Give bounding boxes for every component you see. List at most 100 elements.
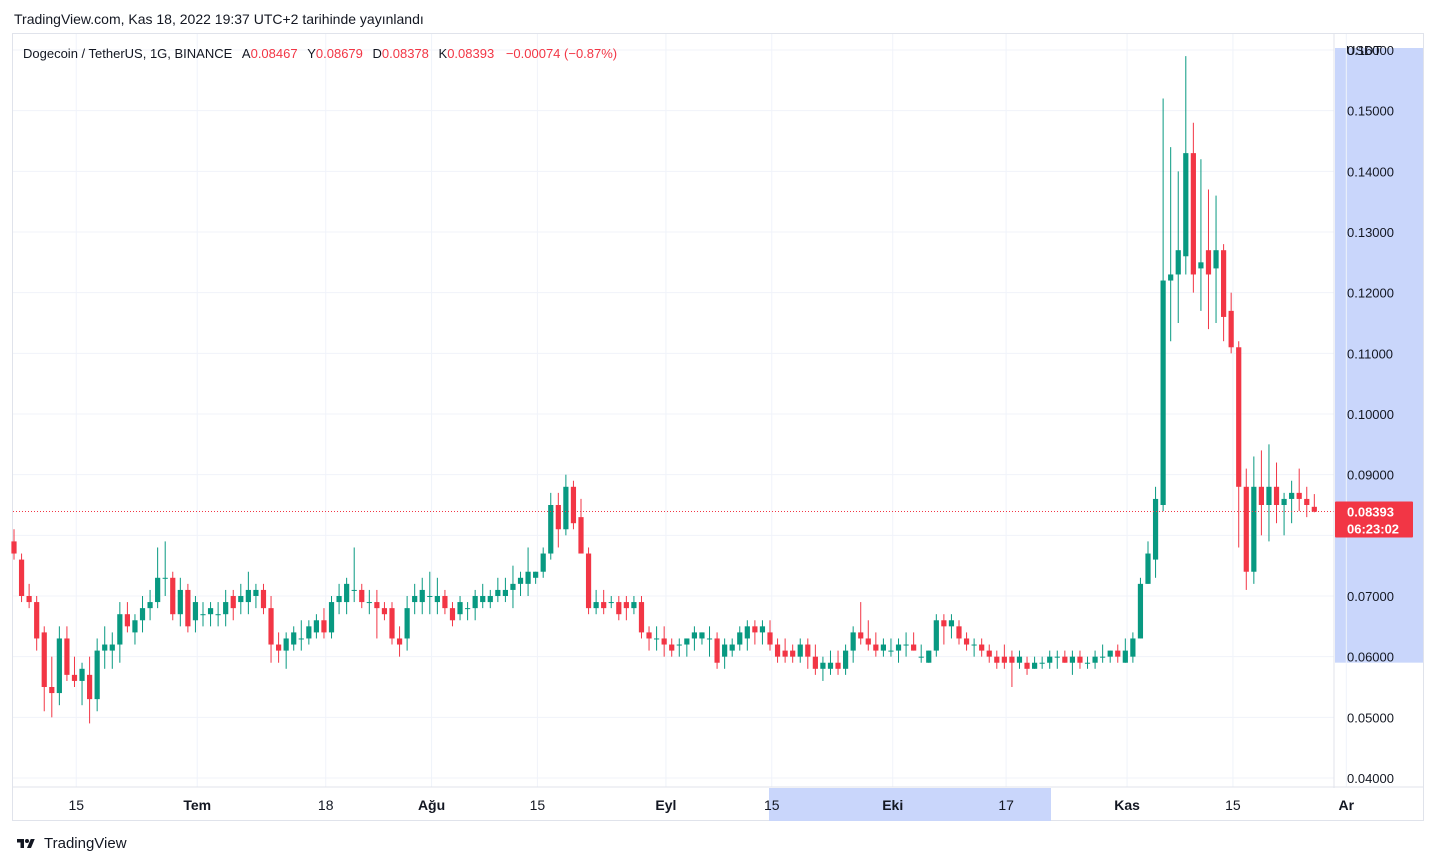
candle — [344, 577, 350, 615]
candle — [1092, 650, 1098, 669]
candle-body — [684, 638, 690, 645]
candle — [933, 614, 939, 657]
candle — [737, 626, 743, 651]
price-tick-label: 0.07000 — [1347, 589, 1394, 604]
legend-high-value: 0.08679 — [315, 46, 363, 61]
candle — [321, 608, 327, 639]
candle-body — [843, 650, 849, 669]
candle-body — [646, 632, 652, 639]
candle — [585, 547, 592, 615]
candle-body — [359, 589, 365, 603]
candle — [1304, 486, 1310, 518]
candle-body — [706, 638, 713, 640]
candle-body — [903, 644, 909, 646]
candle — [903, 632, 909, 657]
candle-body — [858, 632, 864, 639]
legend-symbol: Dogecoin / TetherUS, 1G, BINANCE — [23, 46, 233, 61]
chart-frame — [12, 33, 1424, 821]
candle — [449, 602, 456, 627]
candle — [306, 620, 312, 645]
candle-body — [1198, 262, 1204, 269]
price-axis: 0.04000 0.05000 0.06000 0.07000 0.09000 0.100… — [1347, 43, 1394, 786]
candle — [782, 638, 788, 663]
candle — [510, 565, 516, 609]
candle — [767, 620, 773, 651]
time-tick-label: Tem — [183, 797, 211, 813]
candle-body — [525, 571, 531, 584]
candle-body — [827, 662, 834, 669]
candle — [850, 626, 856, 663]
candle — [1137, 577, 1144, 639]
candle-body — [87, 674, 93, 700]
candle — [366, 589, 372, 615]
candle-body — [139, 608, 146, 621]
candle-body — [223, 602, 229, 615]
candle — [381, 602, 388, 621]
candle-body — [1311, 506, 1317, 512]
candle — [638, 596, 645, 639]
candle — [1054, 650, 1060, 669]
candle — [797, 638, 803, 663]
candle-body — [71, 674, 78, 681]
price-tick-label: 0.11000 — [1347, 346, 1393, 361]
candle-body — [873, 644, 879, 651]
candle-body — [155, 577, 161, 603]
candle — [669, 638, 675, 657]
candle — [661, 626, 667, 657]
candle-body — [744, 626, 750, 639]
last-price-countdown: 06:23:02 — [1347, 521, 1399, 536]
candle — [654, 626, 660, 651]
price-tick-label: 0.09000 — [1347, 468, 1394, 483]
candle-body — [979, 644, 985, 651]
candle — [1009, 650, 1015, 687]
candle-body — [1115, 650, 1121, 657]
candle-body — [948, 620, 955, 627]
candle-body — [1190, 153, 1196, 275]
candle — [155, 547, 161, 609]
candle-body — [124, 614, 130, 627]
highlight-layer — [769, 48, 1423, 821]
candle — [132, 614, 138, 645]
price-tick-label: 0.15000 — [1347, 104, 1394, 119]
candle — [948, 614, 955, 639]
candle — [1107, 650, 1113, 663]
candle-body — [1077, 656, 1083, 663]
price-unit-label: USDT — [1346, 43, 1382, 58]
candle — [684, 638, 690, 657]
candle-body — [41, 632, 47, 687]
candle — [276, 632, 282, 663]
candle-body — [381, 608, 388, 615]
candle-body — [1183, 153, 1189, 257]
candle-body — [276, 644, 282, 651]
time-tick-label: 15 — [530, 797, 546, 813]
candle-body — [1032, 662, 1038, 669]
candle — [1205, 189, 1212, 330]
candle — [555, 492, 561, 548]
candle — [495, 577, 501, 603]
candle — [192, 596, 199, 633]
candle-body — [245, 589, 251, 603]
candle — [41, 626, 47, 712]
candle — [1039, 656, 1045, 669]
candle-body — [1137, 583, 1144, 639]
tradingview-footer[interactable]: TradingView — [14, 835, 127, 852]
candle — [774, 638, 781, 663]
candle — [1213, 195, 1219, 323]
candle — [1258, 450, 1264, 536]
candle-body — [170, 577, 176, 615]
candle-body — [797, 644, 803, 657]
candle — [1273, 462, 1280, 524]
candle — [805, 638, 811, 669]
candle-body — [238, 596, 244, 603]
candle-body — [623, 602, 629, 609]
candle-body — [64, 638, 70, 675]
candle-body — [1047, 656, 1053, 663]
candle — [918, 644, 924, 663]
candle-body — [336, 596, 342, 603]
time-tick-label: 15 — [1225, 797, 1241, 813]
candle — [26, 583, 32, 609]
time-tick-label: Kas — [1114, 797, 1140, 813]
candle — [87, 656, 93, 724]
candle-body — [1107, 650, 1113, 657]
